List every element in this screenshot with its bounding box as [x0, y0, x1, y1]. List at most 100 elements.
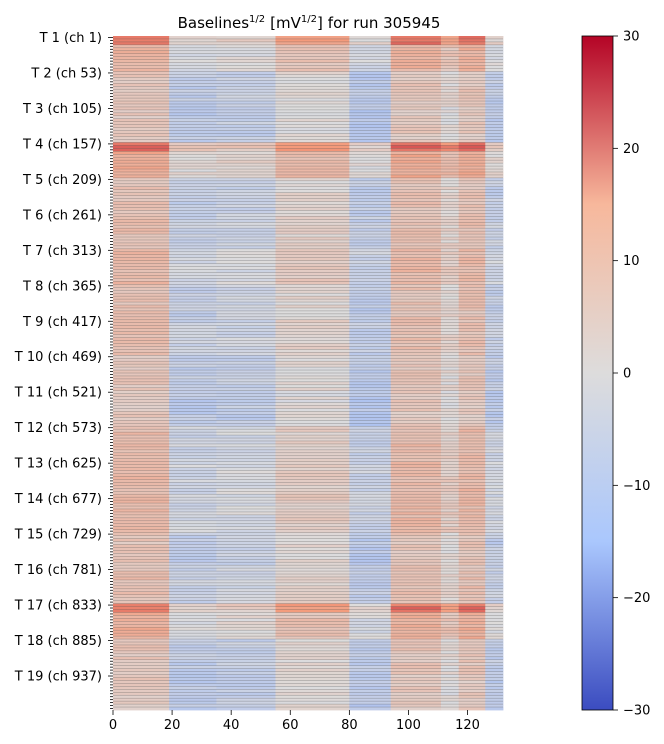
heatmap-cell — [113, 683, 170, 687]
heatmap-cell — [485, 272, 504, 276]
heatmap-cell — [349, 242, 392, 247]
heatmap-cell — [349, 630, 392, 634]
heatmap-cell — [113, 325, 170, 330]
heatmap-cell — [349, 166, 392, 170]
heatmap-cell — [440, 56, 460, 61]
heatmap-cell — [440, 467, 460, 471]
heatmap-cell — [113, 381, 170, 386]
heatmap-cell — [349, 695, 392, 699]
heatmap-cell — [390, 86, 442, 90]
heatmap-cell — [349, 68, 392, 72]
heatmap-cell — [485, 647, 504, 652]
heatmap-cell — [440, 603, 460, 607]
heatmap-cell — [440, 464, 460, 468]
heatmap-cell — [169, 216, 217, 220]
heatmap-cell — [349, 151, 392, 155]
heatmap-cell — [169, 523, 217, 528]
heatmap-cell — [349, 373, 392, 377]
heatmap-cell — [458, 278, 486, 282]
heatmap-cell — [349, 476, 392, 480]
heatmap-cell — [169, 74, 217, 78]
heatmap-cell — [390, 417, 442, 421]
heatmap-cell — [169, 130, 217, 134]
heatmap-cell — [113, 695, 170, 699]
heatmap-cell — [390, 302, 442, 306]
heatmap-cell — [113, 565, 170, 569]
heatmap-cell — [390, 142, 442, 146]
heatmap-cell — [275, 553, 350, 557]
heatmap-cell — [216, 636, 276, 640]
heatmap-cell — [349, 485, 392, 489]
heatmap-cell — [113, 38, 170, 43]
heatmap-cell — [349, 523, 392, 528]
heatmap-cell — [349, 36, 392, 40]
heatmap-cell — [275, 390, 350, 395]
heatmap-cell — [275, 322, 350, 327]
heatmap-cell — [485, 310, 504, 315]
heatmap-cell — [440, 334, 460, 338]
heatmap-cell — [485, 316, 504, 321]
heatmap-cell — [275, 115, 350, 120]
heatmap-cell — [216, 550, 276, 554]
heatmap-cell — [113, 103, 170, 108]
heatmap-cell — [113, 257, 170, 262]
heatmap-cell — [113, 154, 170, 158]
heatmap-cell — [390, 254, 442, 259]
heatmap-cell — [390, 237, 442, 241]
heatmap-cell — [485, 621, 504, 625]
heatmap-cell — [390, 438, 442, 442]
heatmap-cell — [440, 662, 460, 667]
heatmap-cell — [485, 624, 504, 628]
heatmap-cell — [458, 639, 486, 643]
heatmap-cell — [113, 455, 170, 460]
heatmap-cell — [113, 500, 170, 504]
heatmap-cell — [458, 612, 486, 616]
heatmap-cell — [458, 511, 486, 516]
heatmap-cell — [349, 59, 392, 64]
title-main-exponent: 1/2 — [249, 14, 265, 25]
heatmap-cell — [485, 387, 504, 392]
heatmap-cell — [390, 231, 442, 235]
heatmap-cell — [169, 647, 217, 652]
x-tick-label: 0 — [109, 718, 117, 733]
heatmap-cell — [458, 44, 486, 49]
heatmap-cell — [390, 464, 442, 468]
heatmap-cell — [349, 612, 392, 616]
heatmap-cell — [485, 136, 504, 140]
heatmap-cell — [485, 600, 504, 604]
heatmap-cell — [485, 662, 504, 667]
heatmap-cell — [169, 514, 217, 519]
heatmap-cell — [485, 254, 504, 259]
heatmap-cell — [113, 452, 170, 457]
heatmap-cell — [216, 707, 276, 711]
heatmap-cell — [440, 163, 460, 167]
heatmap-cell — [349, 163, 392, 167]
heatmap-cell — [275, 284, 350, 288]
y-tick-label: T 18 (ch 885) — [14, 634, 102, 649]
heatmap-cell — [275, 278, 350, 282]
heatmap-cell — [349, 417, 392, 421]
heatmap-cell — [169, 115, 217, 120]
heatmap-cell — [485, 597, 504, 602]
heatmap-cell — [216, 281, 276, 285]
heatmap-cell — [440, 95, 460, 99]
heatmap-cell — [390, 328, 442, 333]
heatmap-cell — [458, 305, 486, 309]
heatmap-cell — [113, 281, 170, 285]
heatmap-cell — [485, 177, 504, 182]
title-units-exponent: 1/2 — [301, 14, 317, 25]
heatmap-cell — [440, 378, 460, 383]
heatmap-cell — [390, 597, 442, 602]
heatmap-cell — [216, 491, 276, 495]
heatmap-cell — [390, 145, 442, 149]
heatmap-cell — [440, 559, 460, 563]
heatmap-cell — [113, 245, 170, 250]
heatmap-cell — [169, 497, 217, 501]
heatmap-cell — [485, 550, 504, 554]
heatmap-cell — [440, 307, 460, 312]
heatmap-cell — [349, 491, 392, 495]
heatmap-cell — [458, 494, 486, 498]
heatmap-cell — [485, 497, 504, 501]
heatmap-cell — [485, 446, 504, 451]
heatmap-cell — [390, 707, 442, 711]
